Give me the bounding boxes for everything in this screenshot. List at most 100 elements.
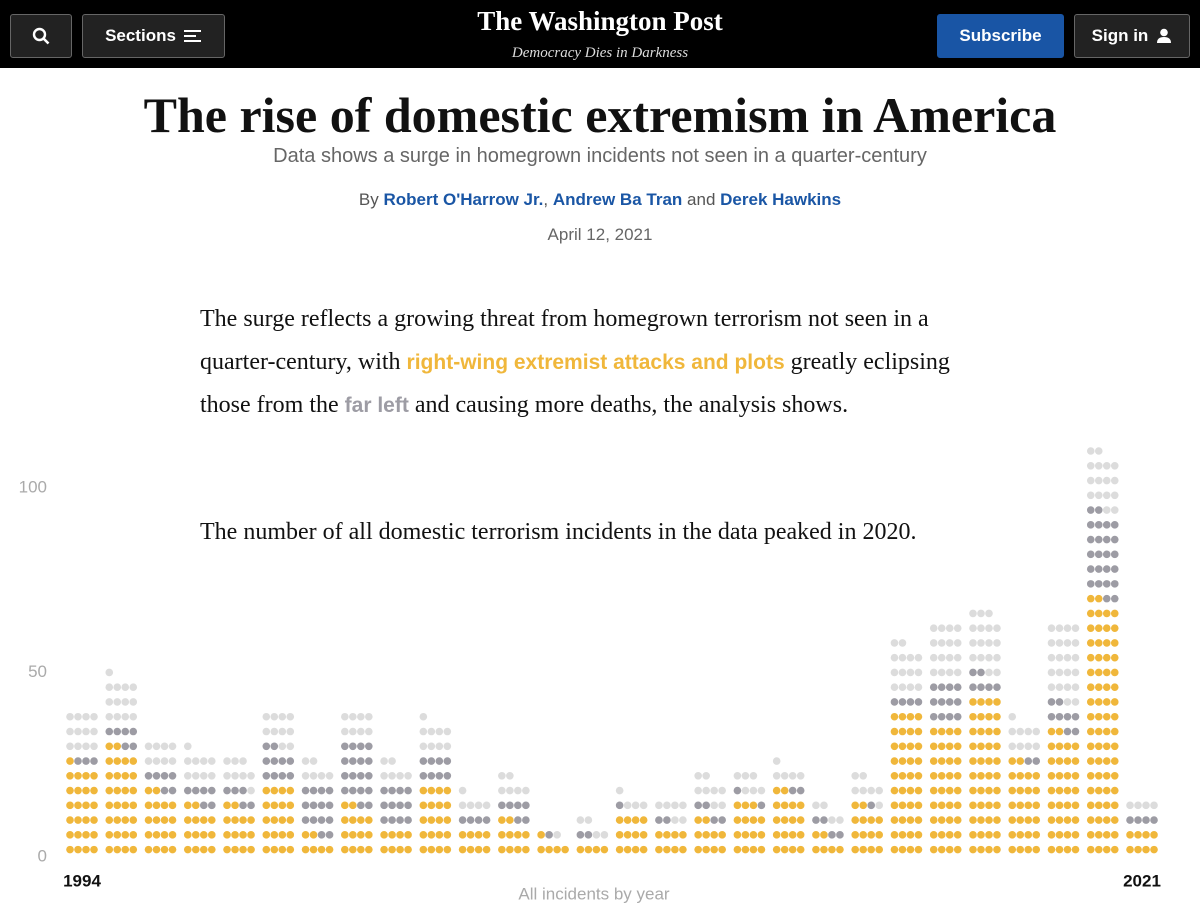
dot: [286, 742, 295, 751]
dot: [1055, 772, 1064, 780]
dot: [223, 816, 231, 824]
dot: [1047, 624, 1056, 632]
dot: [1063, 786, 1072, 795]
dot: [969, 668, 977, 677]
dot-segment: [867, 801, 875, 810]
dot: [90, 757, 98, 765]
dot: [1016, 831, 1025, 839]
dot: [671, 845, 679, 854]
dot: [1110, 580, 1119, 588]
dot: [82, 801, 90, 810]
dot: [113, 831, 122, 839]
dot: [953, 801, 962, 810]
dot: [639, 845, 648, 854]
dot: [239, 786, 247, 795]
dot: [317, 772, 326, 780]
dot: [1071, 639, 1080, 647]
dot: [969, 772, 977, 780]
dot-segment: [498, 816, 530, 854]
dot-segment: [1126, 831, 1158, 854]
dot: [914, 816, 923, 824]
dot: [388, 772, 396, 780]
dot: [1047, 668, 1056, 677]
dot: [74, 831, 82, 839]
dot: [419, 772, 428, 780]
dot: [168, 801, 177, 810]
dot: [969, 683, 977, 692]
dot: [1086, 845, 1095, 854]
dot: [1102, 727, 1111, 736]
dot: [1055, 683, 1064, 692]
dot: [129, 742, 138, 751]
dot: [121, 772, 130, 780]
dot: [341, 727, 349, 736]
author-link[interactable]: Andrew Ba Tran: [552, 190, 683, 209]
dot: [341, 712, 349, 721]
dot: [121, 845, 130, 854]
dot: [945, 727, 954, 736]
dot: [113, 801, 122, 810]
dot: [1102, 594, 1111, 603]
dot-segment: [890, 698, 923, 706]
dot: [349, 742, 357, 751]
dot: [160, 786, 169, 795]
dot: [239, 845, 247, 854]
author-link[interactable]: Robert O'Harrow Jr.: [383, 190, 544, 209]
dot: [419, 757, 428, 765]
dot-segment: [262, 742, 295, 780]
dot-segment: [851, 772, 883, 810]
dot: [694, 816, 702, 824]
byline-separator: ,: [543, 190, 549, 209]
dot: [1071, 683, 1080, 692]
dot: [325, 772, 334, 780]
dot: [522, 845, 530, 854]
dot: [977, 831, 985, 839]
paragraph: The surge reflects a growing threat from…: [200, 298, 990, 428]
dot: [207, 801, 216, 810]
dot: [1032, 845, 1041, 854]
dot: [1102, 624, 1111, 632]
dot: [435, 772, 444, 780]
dot: [796, 772, 805, 780]
dot: [419, 786, 428, 795]
sections-button[interactable]: Sections: [82, 14, 225, 58]
dot: [898, 727, 907, 736]
dot: [1102, 653, 1111, 662]
dot: [66, 816, 74, 824]
dot: [160, 772, 169, 780]
logo[interactable]: The Washington Post: [477, 6, 723, 36]
dot: [733, 816, 742, 824]
dot: [66, 831, 74, 839]
search-button[interactable]: [10, 14, 72, 58]
dot: [191, 845, 200, 854]
dot: [168, 757, 177, 765]
dot: [985, 742, 993, 751]
dot: [443, 742, 452, 751]
dot: [301, 845, 310, 854]
dot: [1032, 801, 1041, 810]
subscribe-button[interactable]: Subscribe: [937, 14, 1064, 58]
dot: [498, 786, 506, 795]
dot: [357, 772, 365, 780]
dot: [90, 727, 98, 736]
sign-in-button[interactable]: Sign in: [1074, 14, 1190, 58]
dot: [66, 772, 74, 780]
dot: [474, 831, 483, 839]
dot: [969, 698, 977, 706]
dot: [875, 801, 883, 810]
dot: [1047, 742, 1056, 751]
dot: [1110, 491, 1119, 500]
dot: [1134, 801, 1142, 810]
author-link[interactable]: Derek Hawkins: [720, 190, 842, 209]
dot: [615, 816, 624, 824]
dot: [780, 845, 789, 854]
dot: [914, 683, 923, 692]
dot: [906, 742, 915, 751]
dot: [694, 772, 702, 780]
dot: [365, 845, 373, 854]
dot: [129, 757, 138, 765]
dot: [914, 845, 923, 854]
dot: [914, 742, 923, 751]
dot: [851, 772, 859, 780]
dot: [129, 786, 138, 795]
